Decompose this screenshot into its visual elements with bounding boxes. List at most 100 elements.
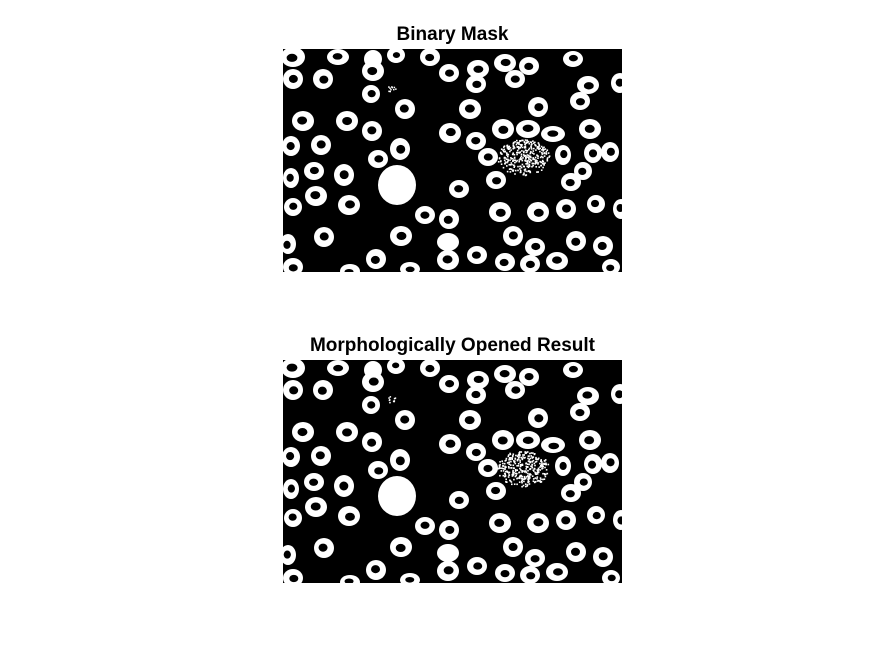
cell-hole bbox=[367, 90, 376, 98]
cell-hole bbox=[288, 513, 297, 521]
cell-hole bbox=[454, 185, 464, 193]
cell-hole bbox=[471, 137, 481, 145]
cell-hole bbox=[522, 436, 534, 444]
cell-hole bbox=[565, 490, 575, 498]
cell-hole bbox=[531, 242, 541, 251]
cell-hole bbox=[500, 569, 510, 578]
cell-hole bbox=[395, 543, 406, 553]
cell-hole bbox=[310, 502, 321, 511]
cell-hole bbox=[443, 566, 454, 575]
cell-hole bbox=[606, 458, 615, 467]
cell-hole bbox=[286, 142, 295, 151]
cell-hole bbox=[534, 414, 544, 423]
cell-hole bbox=[399, 104, 409, 113]
cell-hole bbox=[510, 75, 520, 83]
cell-hole bbox=[400, 415, 410, 424]
cell-hole bbox=[575, 409, 585, 417]
cell-hole bbox=[420, 211, 430, 219]
cell-hole bbox=[396, 231, 407, 241]
cell-hole bbox=[587, 460, 597, 469]
cell-hole bbox=[286, 363, 298, 372]
cell-hole bbox=[584, 124, 595, 133]
cell-hole bbox=[286, 452, 295, 461]
cell-hole bbox=[568, 54, 578, 62]
cell-hole bbox=[579, 478, 588, 486]
cell-hole bbox=[339, 170, 349, 180]
cell-hole bbox=[598, 552, 608, 561]
cell-hole bbox=[464, 416, 475, 425]
speckle-cluster bbox=[388, 396, 550, 488]
cell-hole bbox=[571, 237, 581, 246]
cell-hole bbox=[508, 542, 518, 552]
cell-hole bbox=[473, 375, 484, 384]
cell-blob bbox=[437, 233, 459, 251]
cell-hole bbox=[590, 199, 600, 208]
cell-hole bbox=[425, 53, 435, 62]
cell-hole bbox=[345, 200, 355, 209]
cell-hole bbox=[471, 390, 481, 399]
cell-hole bbox=[473, 562, 483, 570]
cell-hole bbox=[583, 82, 594, 90]
cell-hole bbox=[565, 178, 575, 187]
cell-hole bbox=[332, 53, 343, 60]
binary-mask-title: Binary Mask bbox=[396, 24, 509, 45]
cell-hole bbox=[344, 578, 354, 583]
cell-hole bbox=[471, 448, 481, 457]
speckle-cluster bbox=[388, 86, 551, 177]
cell-hole bbox=[395, 456, 405, 466]
cell-hole bbox=[317, 386, 327, 395]
cell-hole bbox=[368, 377, 379, 386]
cell-hole bbox=[283, 240, 291, 249]
cell-hole bbox=[607, 574, 616, 582]
cell-hole bbox=[492, 177, 502, 185]
cell-hole bbox=[559, 461, 567, 471]
cell-hole bbox=[511, 386, 521, 394]
cell-blob bbox=[378, 476, 416, 516]
cell-hole bbox=[522, 124, 534, 132]
cell-hole bbox=[392, 52, 401, 58]
opened-result-title: Morphologically Opened Result bbox=[309, 335, 596, 356]
cell-hole bbox=[499, 258, 509, 267]
cell-hole bbox=[533, 518, 544, 527]
cell-hole bbox=[568, 365, 578, 373]
cell-hole bbox=[286, 53, 298, 62]
cell-hole bbox=[553, 568, 563, 576]
cell-hole bbox=[374, 467, 384, 475]
cell-hole bbox=[552, 256, 562, 264]
cell-hole bbox=[288, 264, 298, 272]
cell-hole bbox=[498, 125, 509, 134]
cell-hole bbox=[374, 155, 384, 163]
cell-hole bbox=[315, 451, 325, 460]
cell-hole bbox=[339, 481, 349, 491]
cell-hole bbox=[445, 525, 455, 534]
cell-hole bbox=[524, 62, 534, 71]
cell-hole bbox=[526, 572, 536, 580]
cell-hole bbox=[445, 380, 455, 388]
cell-hole bbox=[530, 555, 540, 563]
cell-hole bbox=[454, 496, 464, 505]
cell-hole bbox=[342, 116, 353, 126]
cell-hole bbox=[617, 516, 622, 525]
cell-hole bbox=[309, 166, 319, 175]
cell-hole bbox=[316, 140, 326, 149]
cell-hole bbox=[464, 104, 475, 113]
cell-hole bbox=[534, 103, 544, 112]
opened-result-canvas bbox=[283, 360, 622, 583]
cell-hole bbox=[575, 98, 585, 106]
cell-hole bbox=[495, 208, 506, 217]
cell-hole bbox=[445, 128, 456, 137]
cell-hole bbox=[560, 150, 568, 159]
cell-hole bbox=[370, 255, 380, 264]
cell-hole bbox=[561, 516, 571, 525]
cell-hole bbox=[319, 232, 329, 241]
cell-hole bbox=[289, 574, 299, 583]
cell-hole bbox=[345, 512, 355, 521]
cell-hole bbox=[288, 74, 298, 83]
binary-mask-canvas bbox=[283, 49, 622, 272]
cell-hole bbox=[310, 191, 321, 200]
cell-hole bbox=[425, 364, 435, 373]
cell-hole bbox=[578, 167, 587, 176]
cell-hole bbox=[396, 144, 406, 154]
cell-blob bbox=[340, 264, 360, 272]
cell-blob bbox=[378, 165, 416, 205]
